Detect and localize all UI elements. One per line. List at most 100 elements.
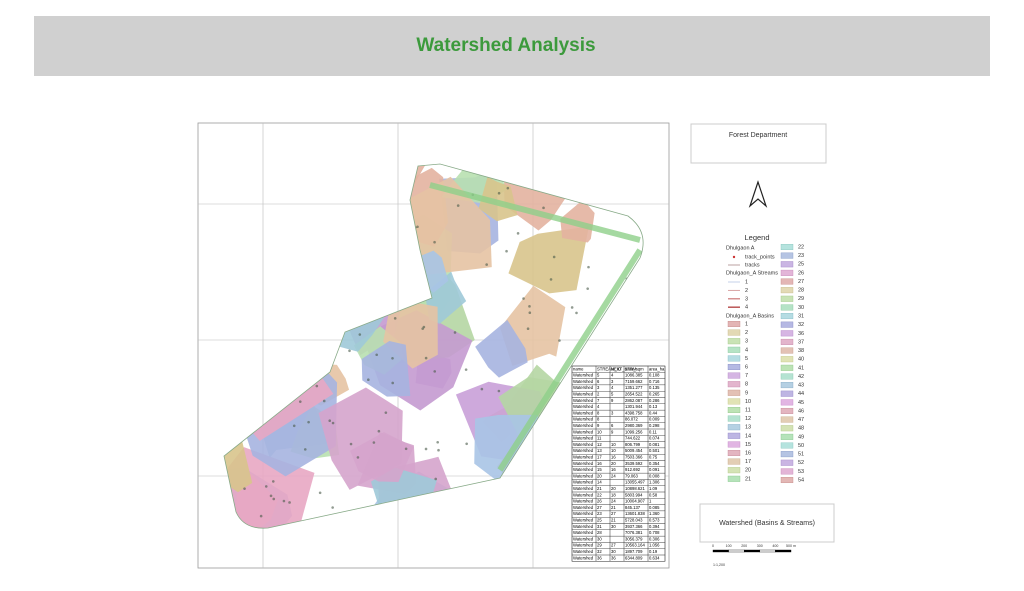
legend-item: 29	[798, 296, 804, 302]
table-text: 15	[597, 467, 602, 472]
tree	[271, 480, 275, 483]
legend-item: 11	[745, 407, 751, 413]
table-text: name	[573, 366, 584, 371]
layer-name: Dhulgaon_A Basins	[726, 313, 774, 319]
legend-item: 8	[745, 382, 748, 388]
table-text: Watershed	[573, 448, 594, 453]
legend-item: 5	[745, 356, 748, 362]
table-text: Watershed	[573, 505, 594, 510]
table-text: 3	[611, 410, 614, 415]
table-text: 4	[597, 404, 600, 409]
table-text: 26	[597, 499, 602, 504]
legend-item: 51	[798, 452, 804, 458]
table-text: 9	[611, 429, 614, 434]
tree	[367, 378, 370, 382]
legend-item: 22	[798, 244, 804, 250]
basin-swatch	[727, 389, 741, 396]
basin-swatch	[780, 295, 794, 302]
table-text: 5728.043	[625, 517, 643, 522]
table-text: 2654.522	[625, 391, 643, 396]
layer-name: Dhulgaon A	[726, 245, 755, 251]
table-text: 7503.366	[625, 454, 643, 459]
road	[429, 182, 643, 472]
table-text: 845.137	[625, 505, 641, 510]
table-text: 27	[597, 505, 602, 510]
table-text: 1301.944	[625, 404, 643, 409]
table-text: 3539.592	[625, 461, 643, 466]
scale-label: 300	[757, 544, 763, 548]
legend-item: 48	[798, 426, 804, 432]
table-text: 1897.709	[625, 549, 643, 554]
legend-item: 1	[745, 321, 748, 327]
legend-item: 38	[798, 348, 804, 354]
table-bg	[571, 365, 666, 562]
tree	[480, 387, 484, 391]
table-text: 18	[611, 492, 616, 497]
table-text: Watershed	[573, 511, 594, 516]
tree	[377, 429, 381, 433]
tree	[485, 263, 488, 266]
org-box	[690, 123, 827, 164]
scale-segment	[775, 549, 792, 553]
table-text: 21	[597, 486, 602, 491]
legend-item: 32	[798, 322, 804, 328]
table-text: Watershed	[573, 373, 594, 378]
legend-item: 4	[745, 347, 748, 353]
table-text: 7076.381	[625, 530, 643, 535]
legend-item: 6	[745, 364, 748, 370]
table-text: 8	[597, 410, 600, 415]
scale-segment	[712, 549, 729, 553]
table-text: 0.354	[649, 461, 660, 466]
table-text: 4	[611, 373, 614, 378]
legend-item: 53	[798, 469, 804, 475]
scale-label: 200	[741, 544, 747, 548]
table-text: 0.573	[649, 517, 660, 522]
table-text: 13055.497	[625, 480, 645, 485]
tree	[288, 501, 291, 504]
table-text: 1.056	[649, 543, 660, 548]
north-arrow	[748, 180, 768, 208]
tree	[434, 477, 438, 481]
basin-swatch	[780, 382, 794, 389]
watershed-outline	[223, 163, 644, 529]
table-text: 27	[611, 543, 616, 548]
basin-swatch	[780, 321, 794, 328]
table-text: Watershed	[573, 423, 594, 428]
tree	[416, 225, 419, 229]
table-text: 21	[611, 517, 616, 522]
basin-swatch	[780, 390, 794, 397]
legend-item: 25	[798, 262, 804, 268]
legend-item: 23	[798, 253, 804, 259]
table-text: Watershed	[573, 467, 594, 472]
header-bar	[34, 16, 990, 76]
table-text: 9	[611, 398, 614, 403]
legend-item: 54	[798, 477, 804, 483]
table-text: 23	[597, 511, 602, 516]
basin-swatch	[780, 425, 794, 432]
legend-item: 30	[798, 305, 804, 311]
table-text: 0.716	[649, 379, 660, 384]
basin-swatch	[780, 477, 794, 484]
legend-item: 37	[798, 339, 804, 345]
basin-swatch	[780, 399, 794, 406]
table-text: Watershed	[573, 417, 594, 422]
table-text: 0.306	[649, 536, 660, 541]
basin-swatch	[780, 243, 794, 250]
basin-swatch	[780, 261, 794, 268]
legend-item: 2	[745, 330, 748, 336]
legend-title: Legend	[744, 233, 769, 242]
legend-item: 27	[798, 279, 804, 285]
legend-item: 10	[745, 399, 751, 405]
table-text: Watershed	[573, 442, 594, 447]
table-text: 4	[611, 385, 614, 390]
basin-swatch	[780, 338, 794, 345]
scale-label: 0	[712, 544, 714, 548]
table-text: Watershed	[573, 536, 594, 541]
table-text: 9	[597, 423, 600, 428]
table-text: 32	[597, 549, 602, 554]
table-text: 30	[597, 536, 602, 541]
table-text: 17	[597, 454, 602, 459]
table-text: 27	[611, 511, 616, 516]
